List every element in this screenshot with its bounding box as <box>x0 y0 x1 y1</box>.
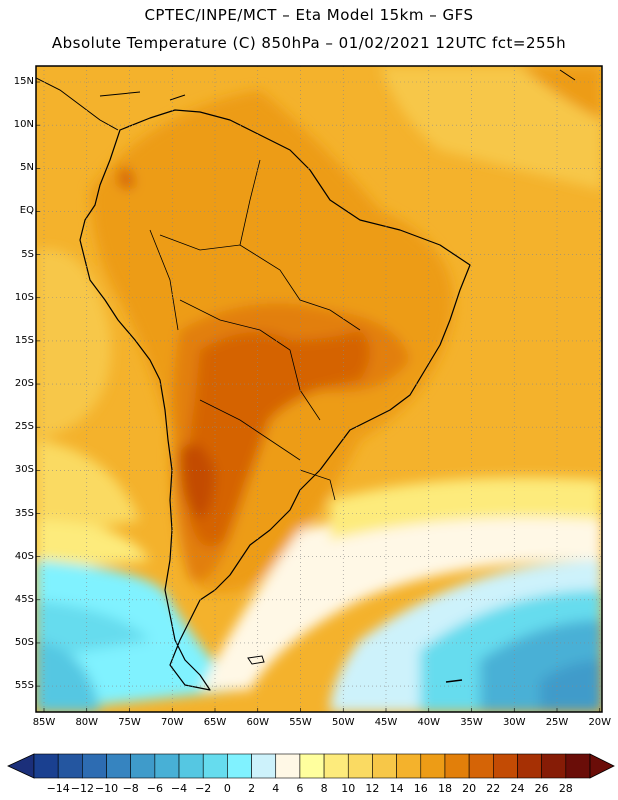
latitude-label: 50S <box>14 636 34 648</box>
colorbar-label: 22 <box>486 782 501 795</box>
colorbar-swatch <box>420 753 446 779</box>
longitude-label: 65W <box>203 717 227 728</box>
latitude-label: 15N <box>13 76 34 87</box>
colorbar-label: 8 <box>320 782 328 795</box>
colorbar-swatch <box>541 753 567 779</box>
colorbar-label: 12 <box>365 782 380 795</box>
colorbar-label: −10 <box>94 782 119 795</box>
longitude-label: 75W <box>118 717 141 728</box>
latitude-label: 45S <box>14 593 34 605</box>
colorbar-swatch <box>227 753 252 779</box>
latitude-label: 20S <box>14 378 34 390</box>
longitude-label: 50W <box>331 717 355 728</box>
colorbar-label: 20 <box>462 782 477 795</box>
colorbar-label: 24 <box>510 782 525 795</box>
colorbar-label: −2 <box>195 782 212 795</box>
colorbar-swatch <box>396 753 422 779</box>
title-line-1: CPTEC/INPE/MCT – Eta Model 15km – GFS <box>144 6 474 24</box>
colorbar-swatch <box>444 753 470 779</box>
colorbar-label: 2 <box>248 782 256 795</box>
colorbar-label: −14 <box>46 782 70 795</box>
map-frame <box>35 65 603 713</box>
longitude-label: 55W <box>289 717 312 728</box>
latitude-label: 15S <box>14 334 34 346</box>
latitude-label: 5N <box>20 162 34 174</box>
colorbar-swatch <box>82 753 107 779</box>
colorbar-label: 0 <box>223 782 231 795</box>
colorbar <box>7 753 615 779</box>
colorbar-label: 26 <box>534 782 549 795</box>
colorbar-swatch <box>106 753 131 779</box>
latitude-label: 30S <box>14 464 34 476</box>
colorbar-swatch <box>565 753 591 779</box>
colorbar-swatch <box>130 753 156 779</box>
colorbar-swatch <box>154 753 180 779</box>
longitude-label: 25W <box>545 717 569 728</box>
latitude-label: 10S <box>14 291 34 303</box>
country-borders <box>149 159 361 501</box>
latitude-label: 10N <box>13 119 34 131</box>
longitude-label: 60W <box>246 717 270 728</box>
colorbar-label: −12 <box>70 782 94 795</box>
latitude-label: 25S <box>14 421 34 433</box>
longitude-label: 20W <box>588 717 612 728</box>
colorbar-swatch <box>33 753 59 779</box>
latitude-label: EQ <box>19 205 34 217</box>
colorbar-label: 18 <box>437 782 452 795</box>
colorbar-label: 28 <box>558 782 573 795</box>
colorbar-swatch <box>517 753 542 779</box>
latitude-label: 40S <box>14 550 34 562</box>
colorbar-swatch <box>323 753 349 779</box>
colorbar-swatch <box>275 753 301 779</box>
colorbar-label: 14 <box>389 782 404 795</box>
colorbar-arrow-right <box>589 753 615 779</box>
colorbar-swatch <box>493 753 518 779</box>
latitude-label: 35S <box>14 507 34 519</box>
colorbar-label: 10 <box>341 782 356 795</box>
colorbar-label: 16 <box>413 782 428 795</box>
colorbar-swatch <box>57 753 83 779</box>
colorbar-label: −4 <box>170 782 188 795</box>
colorbar-swatch <box>178 753 204 779</box>
longitude-label: 70W <box>160 717 184 728</box>
colorbar-label: 6 <box>296 782 304 795</box>
longitude-label: 30W <box>502 717 526 728</box>
colorbar-label: 4 <box>272 782 280 795</box>
longitude-label: 80W <box>75 717 99 728</box>
longitude-label: 45W <box>374 717 398 728</box>
south-america-coastline <box>79 109 471 691</box>
colorbar-label: −6 <box>146 782 163 795</box>
longitude-label: 85W <box>32 717 56 728</box>
latitude-label: 5S <box>21 248 34 260</box>
colorbar-swatch <box>347 753 373 779</box>
longitude-label: 40W <box>417 717 441 728</box>
latitude-label: 55S <box>14 680 34 692</box>
colorbar-label: −8 <box>122 782 139 795</box>
colorbar-swatch <box>299 753 325 779</box>
colorbar-swatch <box>468 753 494 779</box>
longitude-label: 35W <box>460 717 483 728</box>
title-line-2: Absolute Temperature (C) 850hPa – 01/02/… <box>51 34 567 52</box>
colorbar-swatch <box>202 753 228 779</box>
colorbar-swatch <box>251 753 277 779</box>
colorbar-arrow-left <box>7 753 35 779</box>
temperature-field <box>36 66 602 712</box>
colorbar-swatch <box>372 753 397 779</box>
